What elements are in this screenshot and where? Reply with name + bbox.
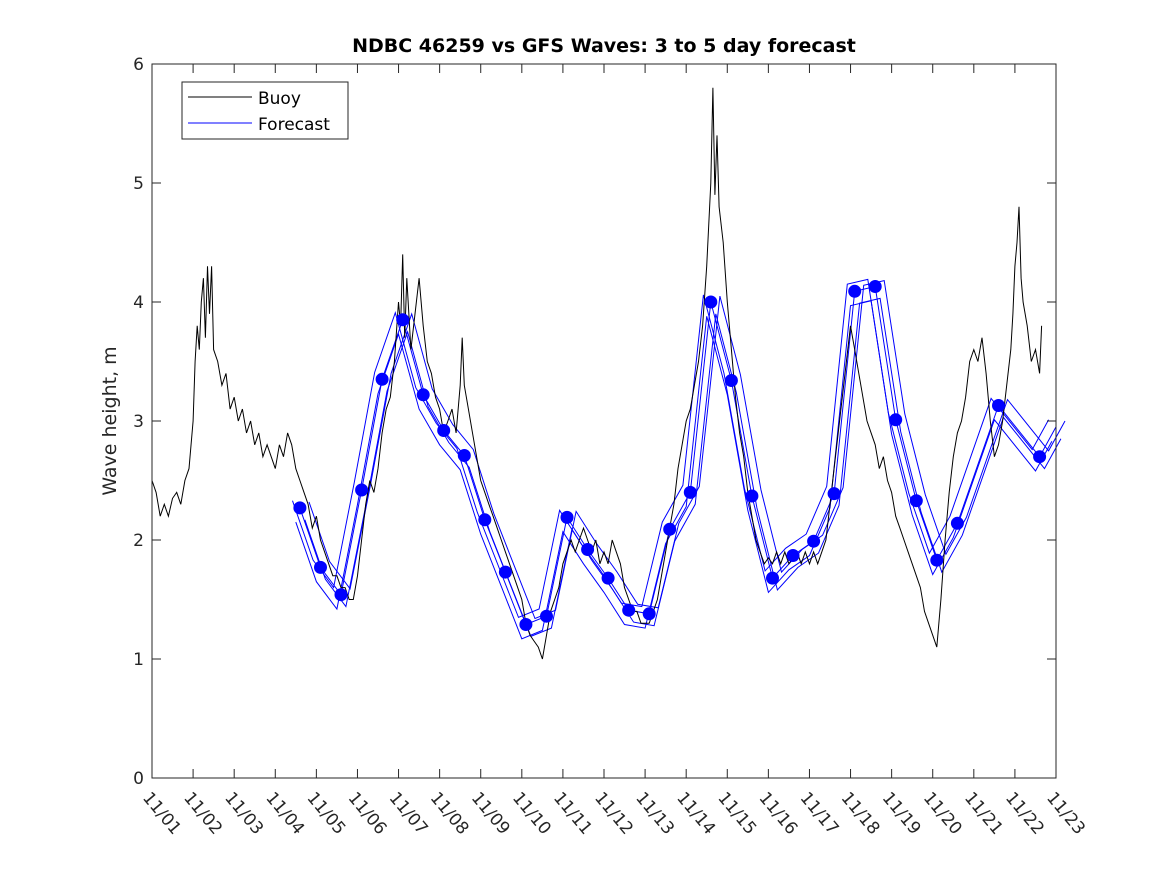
forecast-line [292, 278, 1050, 619]
y-axis-label: Wave height, m [99, 346, 121, 495]
forecast-marker [683, 485, 697, 499]
forecast-marker [827, 487, 841, 501]
forecast-line [299, 285, 1057, 626]
plot-area [152, 64, 1056, 778]
forecast-marker [745, 489, 759, 503]
forecast-marker [868, 280, 882, 293]
forecast-marker [642, 607, 656, 621]
forecast-marker [848, 284, 862, 298]
legend-buoy-label: Buoy [258, 89, 301, 109]
forecast-marker [724, 374, 738, 387]
y-axis: 0 1 2 3 4 5 6 [133, 55, 1056, 789]
forecast-marker [807, 534, 821, 548]
forecast-line [308, 279, 1066, 620]
forecast-marker [992, 399, 1005, 412]
forecast-marker [663, 522, 677, 536]
forecast-marker [909, 494, 923, 508]
forecast-marker [437, 424, 451, 437]
forecast-marker [622, 603, 636, 617]
forecast-marker [334, 588, 348, 602]
forecast-marker [581, 543, 595, 556]
forecast-marker [950, 516, 964, 530]
y-tick-label: 5 [133, 174, 144, 194]
forecast-marker [519, 618, 533, 631]
y-tick-label: 0 [133, 769, 144, 789]
forecast-marker [786, 549, 800, 562]
y-tick-label: 6 [133, 55, 144, 75]
forecast-marker [355, 483, 369, 497]
forecast-marker [766, 571, 779, 585]
forecast-marker [457, 449, 471, 462]
forecast-marker [396, 313, 410, 327]
forecast-marker [478, 513, 492, 527]
forecast-marker [293, 501, 307, 515]
chart-title: NDBC 46259 vs GFS Waves: 3 to 5 day fore… [352, 35, 856, 57]
y-tick-label: 2 [133, 531, 144, 551]
forecast-marker [930, 553, 944, 567]
forecast-line [295, 300, 1053, 640]
forecast-marker [704, 295, 718, 309]
forecast-marker [601, 571, 615, 585]
forecast-markers [293, 280, 1047, 631]
forecast-marker [498, 565, 512, 579]
legend-forecast-label: Forecast [258, 115, 330, 135]
forecast-marker [416, 388, 430, 402]
legend-box [181, 81, 349, 140]
forecast-marker [314, 560, 327, 574]
y-tick-label: 1 [133, 650, 144, 670]
forecast-marker [889, 413, 903, 427]
y-tick-label: 4 [133, 293, 144, 313]
forecast-marker [560, 510, 574, 524]
forecast-marker [375, 372, 389, 386]
forecast-marker [540, 609, 553, 623]
y-tick-label: 3 [133, 412, 144, 432]
forecast-marker [1033, 450, 1047, 464]
legend: Buoy Forecast [181, 81, 349, 140]
